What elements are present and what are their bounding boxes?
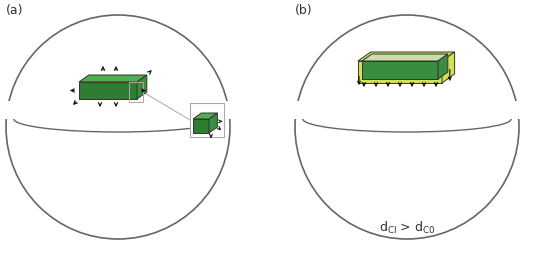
- Polygon shape: [358, 61, 442, 83]
- Polygon shape: [79, 75, 147, 82]
- Polygon shape: [79, 82, 137, 99]
- Polygon shape: [362, 61, 438, 79]
- Polygon shape: [442, 52, 455, 83]
- Text: (b): (b): [295, 4, 313, 17]
- Polygon shape: [1, 101, 235, 119]
- Text: (a): (a): [6, 4, 23, 17]
- Polygon shape: [438, 54, 448, 79]
- Polygon shape: [193, 119, 209, 133]
- Polygon shape: [190, 103, 224, 137]
- Polygon shape: [209, 113, 218, 133]
- Text: $\mathregular{d_{Cl}}$ > $\mathregular{d_{C0}}$: $\mathregular{d_{Cl}}$ > $\mathregular{d…: [379, 220, 435, 236]
- Polygon shape: [290, 101, 524, 119]
- Polygon shape: [137, 75, 147, 99]
- Polygon shape: [358, 52, 455, 61]
- Polygon shape: [193, 113, 218, 119]
- Polygon shape: [362, 54, 448, 61]
